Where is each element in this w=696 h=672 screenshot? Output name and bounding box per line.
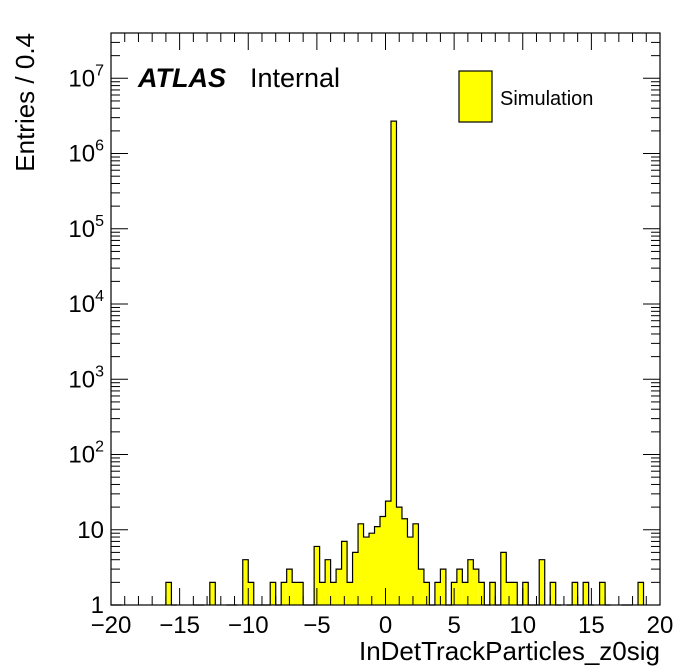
histogram-bar: [522, 582, 529, 605]
histogram-bar: [418, 569, 424, 605]
histogram-bar: [374, 526, 381, 605]
histogram-bar: [330, 582, 337, 605]
x-tick-label: 10: [509, 612, 536, 639]
x-tick-label: 5: [447, 612, 460, 639]
histogram-bar: [385, 501, 391, 605]
histogram-bar: [572, 582, 578, 605]
histogram-bar: [478, 582, 485, 605]
x-tick-label: 0: [379, 612, 392, 639]
y-axis-title: Entries / 0.4: [10, 33, 40, 172]
x-axis-title: InDetTrackParticles_z0sig: [359, 636, 660, 666]
y-tick-label: 107: [68, 62, 104, 92]
x-tick-label: −10: [228, 612, 269, 639]
x-tick-label: −20: [91, 612, 132, 639]
histogram-bar: [347, 582, 353, 605]
histogram-bar: [297, 582, 304, 605]
histogram-bar: [314, 546, 320, 605]
histogram-bar: [396, 507, 402, 605]
y-tick-label: 102: [68, 439, 104, 469]
histogram-bar: [325, 559, 331, 605]
histogram-bar: [358, 523, 364, 605]
y-tick-label: 1: [91, 592, 104, 619]
x-tick-labels: −20 −15 −10 −5 0 5 10 15 20: [91, 612, 674, 639]
y-tick-label: 104: [68, 288, 104, 318]
histogram-bar: [550, 582, 556, 605]
histogram-bar: [292, 582, 298, 605]
histogram-bar: [209, 582, 216, 605]
histogram-bar: [242, 559, 249, 605]
histogram-bar: [281, 582, 287, 605]
histogram-bar: [390, 121, 397, 605]
y-tick-labels: 1 10 102 103 104 105 106 107: [68, 62, 104, 619]
histogram-bar: [352, 552, 359, 605]
y-tick-label: 10: [77, 517, 104, 544]
histogram-bar: [462, 582, 468, 605]
histogram-bar: [467, 559, 474, 605]
histogram-bar: [539, 559, 545, 605]
atlas-label: ATLAS: [137, 63, 226, 93]
histogram-bar: [270, 582, 276, 605]
histogram-bar: [369, 533, 375, 605]
histogram-bar: [434, 582, 441, 605]
histogram-bar: [286, 569, 293, 605]
plot-frame: [110, 32, 661, 606]
legend-swatch: [458, 70, 493, 123]
x-tick-label: −15: [159, 612, 200, 639]
histogram-bar: [456, 569, 463, 605]
histogram-bar: [473, 569, 479, 605]
legend-label: Simulation: [500, 88, 593, 110]
histogram-bar: [407, 537, 413, 605]
histogram-bar: [401, 518, 408, 605]
y-tick-label: 105: [68, 213, 104, 243]
y-tick-label: 103: [68, 363, 104, 393]
histogram-bar: [412, 523, 419, 605]
histogram-bar: [380, 516, 386, 605]
histogram-bar: [341, 541, 348, 605]
histogram-bar: [511, 582, 518, 605]
internal-label: Internal: [250, 63, 340, 93]
histogram-bar: [319, 582, 326, 605]
histogram-bar: [363, 537, 370, 605]
histogram-bar: [165, 582, 172, 605]
histogram-bar: [336, 569, 342, 605]
y-tick-label: 106: [68, 138, 104, 168]
histogram-bar: [440, 569, 446, 605]
histogram-bar: [638, 582, 644, 605]
x-tick-label: 15: [578, 612, 605, 639]
x-tick-label: −5: [303, 612, 330, 639]
histogram-bar: [489, 582, 496, 605]
histogram-bar: [506, 582, 512, 605]
histogram-bar: [583, 582, 589, 605]
histogram-bar: [248, 582, 254, 605]
x-tick-label: 20: [647, 612, 674, 639]
histogram-bar: [500, 552, 507, 605]
histogram-bars: [165, 121, 644, 605]
histogram-bar: [599, 582, 606, 605]
histogram-bar: [423, 582, 430, 605]
